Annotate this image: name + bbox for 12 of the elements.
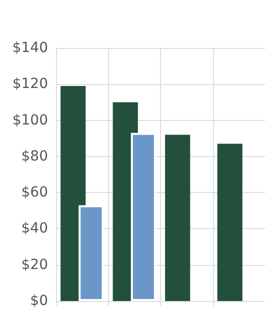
bar: [130, 132, 156, 301]
y-tick-label: $20: [21, 256, 48, 273]
bar: [165, 134, 190, 301]
y-tick-label: $120: [12, 76, 48, 92]
y-tick-label: $140: [12, 40, 48, 56]
bar: [78, 205, 104, 301]
bar: [217, 144, 242, 301]
y-tick-label: $80: [21, 148, 48, 164]
y-tick-label: $60: [21, 184, 48, 201]
y-tick-label: $100: [12, 112, 48, 128]
y-tick-label: $40: [21, 220, 48, 237]
y-tick-label: $0: [30, 293, 48, 309]
